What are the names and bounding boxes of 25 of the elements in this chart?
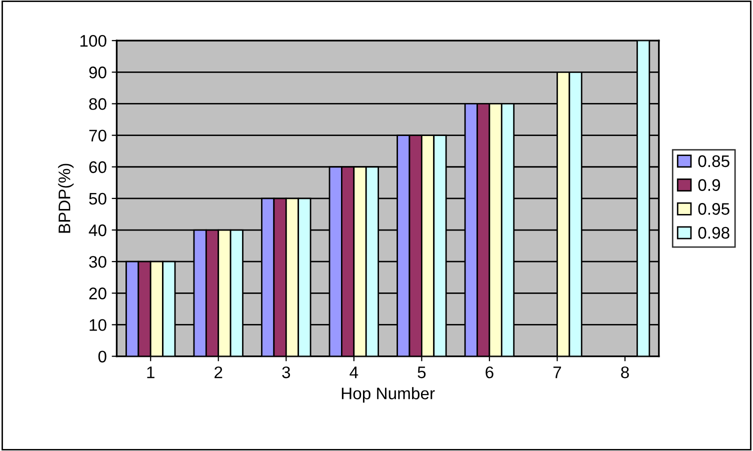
legend-label: 0.9 <box>698 179 720 191</box>
y-tick-label: 0 <box>98 350 106 362</box>
x-tick-label: 4 <box>350 366 358 378</box>
y-tick-label: 50 <box>89 192 106 205</box>
y-tick-label: 80 <box>89 98 106 110</box>
y-tick-label: 60 <box>89 161 106 174</box>
x-axis-title: Hop Number <box>342 387 435 403</box>
x-tick-label: 5 <box>418 366 426 378</box>
legend-label: 0.98 <box>698 226 730 239</box>
x-tick-label: 6 <box>486 366 494 378</box>
y-axis-title: BPDP(%) <box>58 164 74 233</box>
x-tick-label: 8 <box>621 366 629 378</box>
y-tick-label: 30 <box>89 256 106 268</box>
x-tick-label: 3 <box>282 366 290 378</box>
x-tick-label: 1 <box>147 366 154 378</box>
y-tick-label: 20 <box>89 288 106 300</box>
y-tick-label: 10 <box>90 319 106 331</box>
y-tick-label: 100 <box>80 34 106 47</box>
y-tick-label: 40 <box>88 224 106 236</box>
legend-label: 0.95 <box>698 203 730 215</box>
y-tick-label: 90 <box>89 66 106 78</box>
y-tick-label: 70 <box>89 130 106 142</box>
x-tick-label: 7 <box>553 366 562 378</box>
legend-label: 0.85 <box>698 155 730 168</box>
x-tick-label: 2 <box>214 366 222 378</box>
